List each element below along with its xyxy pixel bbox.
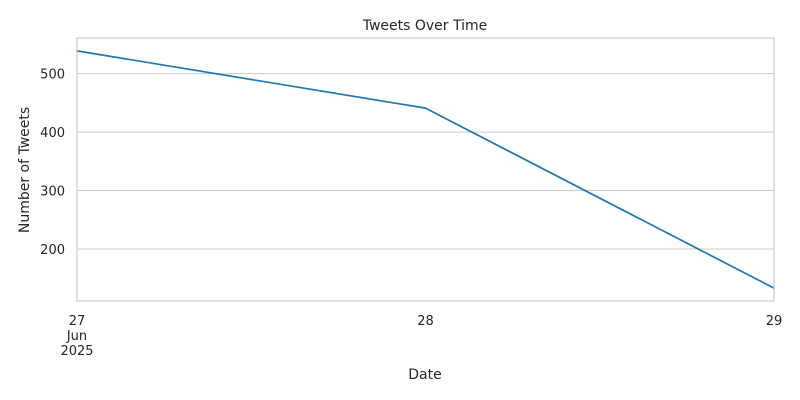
x-tick-label-line: 28 [417, 314, 434, 329]
x-tick-label-line: 2025 [60, 344, 93, 359]
x-tick-label-line: Jun [66, 329, 87, 344]
plot-frame [76, 37, 775, 302]
y-tick-label: 200 [40, 243, 65, 258]
x-tick-label-line: 27 [69, 314, 86, 329]
x-axis-label: Date [408, 367, 441, 383]
series-layer [76, 50, 775, 289]
series-line [76, 50, 775, 289]
y-tick-label: 500 [40, 68, 65, 83]
x-tick-label: 29 [766, 314, 783, 329]
x-tick-label: 28 [417, 314, 434, 329]
y-tick-label: 300 [40, 185, 65, 200]
y-axis-label: Number of Tweets [17, 107, 33, 233]
y-tick-label: 400 [40, 126, 65, 141]
chart-title: Tweets Over Time [362, 18, 488, 34]
grid [77, 73, 774, 250]
x-tick-label-line: 29 [766, 314, 783, 329]
y-tick-labels: 200 300 400 500 [40, 68, 65, 258]
